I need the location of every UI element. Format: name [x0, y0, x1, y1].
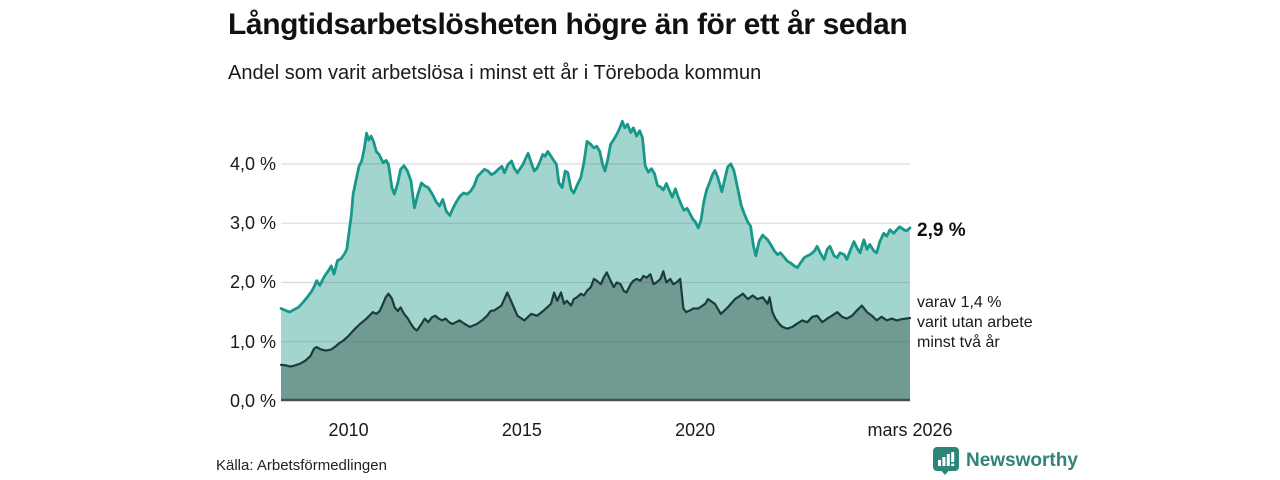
series-area-1 — [281, 271, 910, 401]
area-chart — [279, 119, 912, 402]
annotation-line: varav 1,4 % — [917, 294, 1002, 311]
y-tick-label: 4,0 % — [229, 153, 276, 174]
x-tick-label: 2020 — [675, 420, 716, 440]
annotation-line: varit utan arbete — [917, 314, 1033, 331]
newsworthy-brand[interactable]: Newsworthy — [933, 447, 1078, 475]
newsworthy-logo-icon — [933, 447, 959, 475]
latest-value-label: 2,9 % — [917, 220, 966, 241]
y-tick-label: 3,0 % — [229, 213, 276, 234]
y-tick-label: 1,0 % — [229, 331, 276, 352]
y-tick-label: 2,0 % — [229, 272, 276, 293]
newsworthy-logo-text: Newsworthy — [966, 450, 1078, 471]
secondary-series-annotation: varav 1,4 % varit utan arbete minst två år — [917, 293, 1033, 353]
chart-title: Långtidsarbetslösheten högre än för ett … — [228, 8, 908, 41]
y-tick-label: 0,0 % — [229, 391, 276, 411]
series-line-1 — [279, 270, 912, 368]
x-tick-label: 2010 — [328, 420, 369, 440]
annotation-line: minst två år — [917, 334, 1000, 351]
series-line-0 — [279, 119, 912, 314]
source-text: Källa: Arbetsförmedlingen — [216, 457, 387, 474]
x-tick-label: mars 2026 — [867, 420, 953, 440]
chart-subtitle: Andel som varit arbetslösa i minst ett å… — [228, 62, 762, 84]
x-tick-label: 2015 — [501, 420, 542, 440]
